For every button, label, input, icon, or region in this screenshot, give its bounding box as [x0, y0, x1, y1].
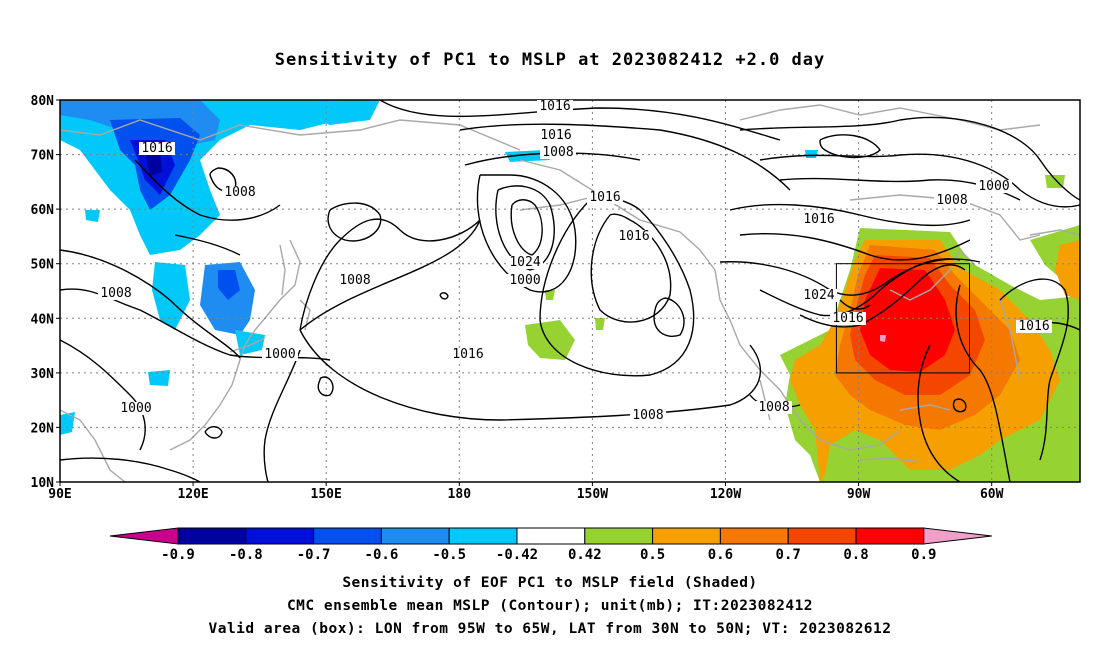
- contour-label-bg: [507, 256, 543, 269]
- contour-label-bg: [756, 401, 792, 414]
- colorbar-segment: [177, 527, 247, 545]
- lat-tick-label: 50N: [31, 258, 55, 273]
- colorbar-segment: [380, 527, 450, 545]
- contour-label: 1000: [264, 347, 295, 362]
- contour-label: 1016: [832, 311, 863, 326]
- colorbar-segment: [719, 527, 789, 545]
- contour-label: 1008: [758, 400, 789, 415]
- contour-label: 1024: [509, 255, 540, 270]
- colorbar-segment: [448, 527, 518, 545]
- contour-label-bg: [537, 100, 573, 113]
- colorbar-over-triangle: [923, 527, 992, 545]
- contour-label: 1016: [452, 347, 483, 362]
- lon-tick-label: 150W: [577, 487, 608, 502]
- colorbar-tick-label: 0.8: [843, 547, 868, 563]
- map-title: Sensitivity of PC1 to MSLP at 2023082412…: [274, 50, 826, 70]
- colorbar-segment: [584, 527, 654, 545]
- colorbar-under-triangle: [109, 527, 179, 545]
- contour-label: 1024: [803, 288, 834, 303]
- colorbar-tick-label: 0.5: [640, 547, 665, 563]
- lat-tick-label: 20N: [31, 421, 55, 436]
- lat-tick-label: 70N: [31, 149, 55, 164]
- negative-sensitivity-shading: [60, 100, 818, 435]
- colorbar-tick-label: -0.42: [496, 547, 538, 563]
- contour-label-bg: [616, 230, 652, 243]
- colorbar-tick-label: -0.9: [161, 547, 195, 563]
- contour-label-bg: [630, 409, 666, 422]
- contour-label: 1000: [978, 179, 1009, 194]
- contour-label-bg: [538, 129, 574, 142]
- colorbar-tick-label: 0.6: [708, 547, 733, 563]
- contour-label: 1000: [120, 401, 151, 416]
- lon-tick-label: 120E: [177, 487, 208, 502]
- contour-label-bg: [337, 274, 373, 287]
- contour-label-bg: [222, 186, 258, 199]
- colorbar-segment: [516, 527, 586, 545]
- contour-label-bg: [1016, 320, 1052, 333]
- contour-label-bg: [507, 274, 543, 287]
- lon-tick-label: 90E: [48, 487, 71, 502]
- lat-tick-label: 10N: [31, 476, 55, 491]
- contour-label: 1016: [618, 229, 649, 244]
- colorbar-segment: [787, 527, 857, 545]
- positive-sensitivity-shading: [525, 175, 1080, 482]
- lon-tick-label: 90W: [847, 487, 871, 502]
- contour-label: 1016: [540, 128, 571, 143]
- colorbar-tick-label: -0.8: [229, 547, 263, 563]
- lon-tick-label: 180: [448, 487, 472, 502]
- lat-tick-label: 40N: [31, 312, 55, 327]
- contour-label: 1000: [509, 273, 540, 288]
- colorbar-segment: [652, 527, 721, 545]
- colorbar-segment: [313, 527, 382, 545]
- colorbar-tick-label: 0.7: [776, 547, 801, 563]
- coastlines: [60, 104, 1080, 482]
- lat-tick-label: 30N: [31, 367, 55, 382]
- contour-label-bg: [801, 289, 837, 302]
- lon-tick-label: 150E: [311, 487, 342, 502]
- contour-label-bg: [801, 213, 837, 226]
- contour-label: 1008: [936, 193, 967, 208]
- contour-label: 1008: [542, 145, 573, 160]
- contour-label: 1016: [803, 212, 834, 227]
- contour-label: 1008: [224, 185, 255, 200]
- contour-label-bg: [976, 180, 1012, 193]
- contour-label-bg: [540, 146, 576, 159]
- footer-line-2: CMC ensemble mean MSLP (Contour); unit(m…: [286, 598, 814, 614]
- colorbar: -0.9 -0.8 -0.7 -0.6 -0.5 -0.42 0.42 0.5 0.6 0.7 0.…: [109, 527, 992, 563]
- contour-label-bg: [118, 402, 154, 415]
- contour-label-bg: [98, 287, 134, 300]
- colorbar-segment: [245, 527, 315, 545]
- colorbar-segment: [855, 527, 925, 545]
- colorbar-tick-label: 0.9: [911, 547, 936, 563]
- colorbar-tick-label: -0.5: [432, 547, 466, 563]
- colorbar-tick-label: -0.6: [365, 547, 399, 563]
- lat-tick-label: 80N: [31, 94, 55, 109]
- contour-labels: 1016 1016 1008 1008 1016 1016 1024 1000 1008 1016…: [98, 99, 1052, 423]
- footer-line-1: Sensitivity of EOF PC1 to MSLP field (Sh…: [342, 575, 758, 591]
- lon-tick-label: 60W: [980, 487, 1004, 502]
- colorbar-tick-label: -0.7: [297, 547, 331, 563]
- lon-axis-labels: 90E 120E 150E 180 150W 120W 90W 60W: [48, 482, 1004, 502]
- footer-line-3: Valid area (box): LON from 95W to 65W, L…: [208, 621, 892, 637]
- contour-label-bg: [934, 194, 970, 207]
- contour-label-bg: [587, 191, 623, 204]
- contour-label: 1008: [632, 408, 663, 423]
- contour-label: 1016: [539, 99, 570, 114]
- contour-label-bg: [450, 348, 486, 361]
- contour-label: 1008: [339, 273, 370, 288]
- lat-axis-labels: 80N 70N 60N 50N 40N 30N 20N 10N: [31, 94, 60, 491]
- contour-label: 1016: [141, 141, 172, 156]
- contour-label-bg: [830, 312, 866, 325]
- contour-label: 1016: [589, 190, 620, 205]
- lat-tick-label: 60N: [31, 203, 55, 218]
- contour-label-bg: [262, 348, 298, 361]
- contour-label-bg: [139, 142, 175, 155]
- lon-tick-label: 120W: [710, 487, 741, 502]
- colorbar-tick-label: 0.42: [568, 547, 602, 563]
- contour-label: 1016: [1018, 319, 1049, 334]
- contour-label: 1008: [100, 286, 131, 301]
